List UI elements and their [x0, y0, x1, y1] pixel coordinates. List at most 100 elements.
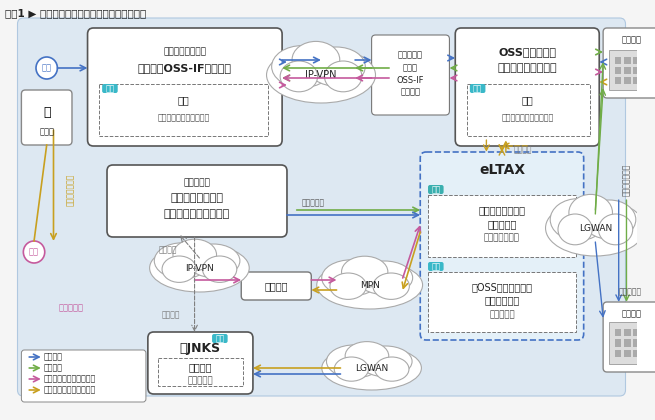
- Bar: [615, 57, 622, 63]
- Text: （軽検協・機構）: （軽検協・機構）: [163, 47, 206, 57]
- Text: 申告情報: 申告情報: [44, 352, 63, 362]
- Text: 軽自動車検査業務: 軽自動車検査業務: [170, 193, 223, 203]
- Bar: [624, 329, 631, 336]
- Ellipse shape: [334, 357, 369, 381]
- Ellipse shape: [373, 273, 409, 299]
- Text: 市区町村: 市区町村: [622, 310, 641, 318]
- FancyBboxPatch shape: [241, 272, 311, 300]
- Bar: [633, 350, 640, 357]
- FancyBboxPatch shape: [148, 332, 253, 394]
- Text: LGWAN: LGWAN: [579, 223, 612, 233]
- Ellipse shape: [280, 61, 318, 92]
- Bar: [609, 322, 646, 364]
- Text: （応答）: （応答）: [159, 246, 177, 255]
- FancyBboxPatch shape: [88, 28, 282, 146]
- Ellipse shape: [292, 42, 340, 78]
- Text: （種類別）: （種類別）: [187, 376, 214, 386]
- Text: 受付: 受付: [178, 95, 190, 105]
- Text: 追加: 追加: [473, 84, 482, 93]
- Ellipse shape: [162, 256, 196, 282]
- FancyBboxPatch shape: [102, 84, 118, 93]
- Text: 追加: 追加: [215, 334, 225, 343]
- Text: ダイレクト納付: ダイレクト納付: [66, 174, 75, 206]
- Text: 共通納税システム: 共通納税システム: [478, 205, 525, 215]
- Text: 申告: 申告: [42, 63, 52, 73]
- Text: （種別割）: （種別割）: [301, 199, 325, 207]
- Ellipse shape: [324, 61, 362, 92]
- Bar: [633, 66, 640, 74]
- Ellipse shape: [356, 261, 413, 294]
- Ellipse shape: [322, 260, 381, 296]
- Text: 共同利用化システム: 共同利用化システム: [497, 63, 557, 73]
- Ellipse shape: [173, 239, 217, 270]
- FancyBboxPatch shape: [603, 28, 655, 98]
- Text: MPN: MPN: [360, 281, 380, 289]
- Text: 登録車: 登録車: [403, 63, 418, 73]
- Text: LGWAN: LGWAN: [355, 363, 388, 373]
- FancyBboxPatch shape: [371, 35, 449, 115]
- Bar: [428, 272, 576, 332]
- Bar: [624, 350, 631, 357]
- Ellipse shape: [155, 243, 210, 279]
- Ellipse shape: [187, 244, 240, 278]
- Text: 図表1 ▶ 軽自動車関係手続きの電子化の全体像: 図表1 ▶ 軽自動車関係手続きの電子化の全体像: [5, 8, 146, 18]
- Ellipse shape: [345, 341, 388, 370]
- Text: 納付情報（ダイレクト）: 納付情報（ダイレクト）: [44, 386, 96, 394]
- Text: 軽OSS連携システム: 軽OSS連携システム: [472, 282, 533, 292]
- Ellipse shape: [326, 345, 383, 378]
- Text: 申請者: 申請者: [39, 128, 54, 136]
- Bar: [615, 76, 622, 84]
- Bar: [428, 195, 576, 257]
- Text: 🚗: 🚗: [43, 105, 50, 118]
- Text: 金融機関: 金融機関: [265, 281, 288, 291]
- Text: 連携: 連携: [431, 185, 440, 194]
- Text: （環境性能割・種別等）: （環境性能割・種別等）: [501, 113, 553, 123]
- Ellipse shape: [322, 346, 421, 390]
- FancyBboxPatch shape: [428, 185, 443, 194]
- Ellipse shape: [546, 200, 645, 256]
- Ellipse shape: [583, 200, 636, 239]
- Bar: [609, 50, 646, 90]
- Text: 軽自動車OSS-IFシステム: 軽自動車OSS-IFシステム: [138, 63, 232, 73]
- Bar: [633, 76, 640, 84]
- Bar: [633, 57, 640, 63]
- Circle shape: [36, 57, 58, 79]
- Text: （照会）: （照会）: [162, 310, 180, 320]
- Text: OSS都道府県税: OSS都道府県税: [498, 47, 556, 57]
- Ellipse shape: [375, 357, 409, 381]
- Text: （環境性能割・種別割）: （環境性能割・種別割）: [158, 113, 210, 123]
- Bar: [633, 329, 640, 336]
- Text: 電子情報処理システム: 電子情報処理システム: [163, 209, 230, 219]
- FancyBboxPatch shape: [455, 28, 599, 146]
- Text: 都道府県: 都道府県: [622, 36, 641, 45]
- Text: （連携）: （連携）: [514, 145, 532, 155]
- Text: 情報リンク: 情報リンク: [58, 304, 83, 312]
- Text: （国交省）: （国交省）: [398, 50, 423, 60]
- Text: ・納付管理: ・納付管理: [487, 219, 517, 229]
- Bar: [99, 84, 269, 136]
- Bar: [467, 84, 590, 136]
- Ellipse shape: [569, 194, 612, 231]
- Text: システム: システム: [400, 87, 421, 97]
- Text: IP-VPN: IP-VPN: [305, 70, 337, 80]
- Text: OSS-IF: OSS-IF: [397, 76, 424, 84]
- FancyBboxPatch shape: [421, 152, 584, 340]
- Text: 追加: 追加: [431, 262, 440, 271]
- Ellipse shape: [330, 273, 366, 299]
- Bar: [624, 339, 631, 346]
- FancyBboxPatch shape: [428, 262, 443, 271]
- Bar: [624, 66, 631, 74]
- Ellipse shape: [317, 261, 422, 309]
- Circle shape: [24, 241, 45, 263]
- Ellipse shape: [272, 46, 333, 88]
- Text: IP-VPN: IP-VPN: [185, 263, 214, 273]
- Text: eLTAX: eLTAX: [479, 163, 525, 177]
- FancyBboxPatch shape: [107, 165, 287, 237]
- FancyBboxPatch shape: [18, 18, 626, 396]
- Text: 審査: 審査: [521, 95, 533, 105]
- Bar: [615, 339, 622, 346]
- Ellipse shape: [359, 346, 412, 377]
- Ellipse shape: [341, 256, 388, 287]
- Ellipse shape: [599, 214, 633, 245]
- Ellipse shape: [558, 214, 592, 245]
